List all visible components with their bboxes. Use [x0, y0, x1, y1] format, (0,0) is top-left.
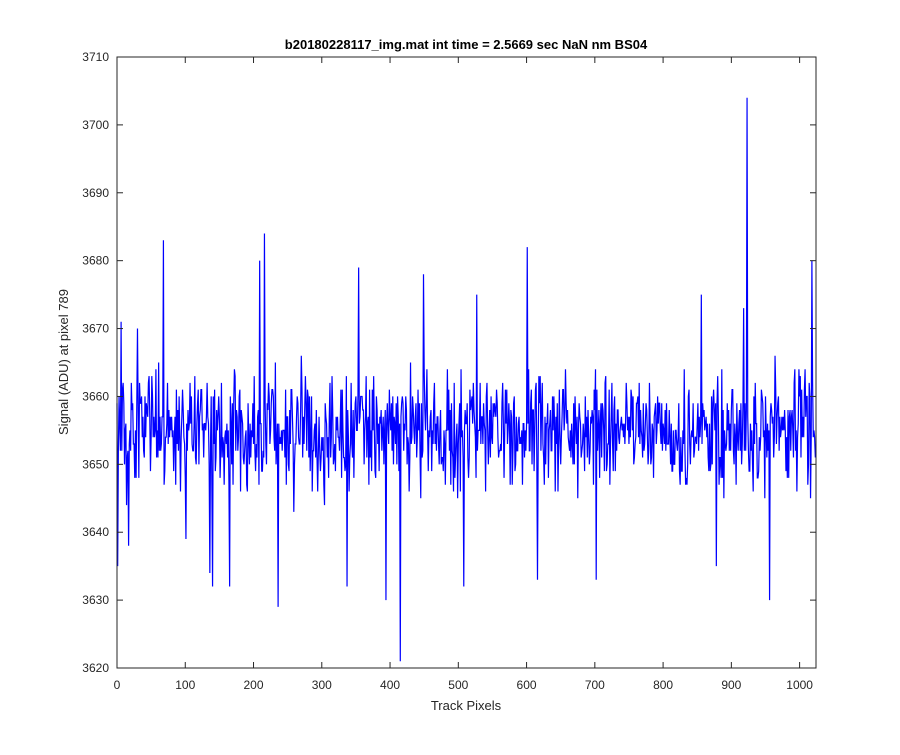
signal-series-line [116, 97, 816, 662]
y-tick-label: 3630 [82, 593, 109, 607]
x-tick-label: 0 [114, 678, 121, 692]
y-tick-label: 3680 [82, 254, 109, 268]
y-tick-label: 3660 [82, 389, 109, 403]
y-tick-label: 3700 [82, 118, 109, 132]
y-tick-label: 3670 [82, 322, 109, 336]
x-tick-label: 1000 [786, 678, 813, 692]
y-axis-label: Signal (ADU) at pixel 789 [56, 289, 71, 435]
x-axis: 0 100 200 300 400 500 600 700 800 900 1000 [114, 57, 813, 692]
series-layer [116, 97, 816, 662]
plot-area [117, 57, 816, 668]
x-tick-label: 700 [585, 678, 605, 692]
y-tick-label: 3620 [82, 661, 109, 675]
x-tick-label: 200 [244, 678, 264, 692]
y-tick-label: 3650 [82, 457, 109, 471]
x-tick-label: 300 [312, 678, 332, 692]
x-tick-label: 800 [653, 678, 673, 692]
x-axis-label: Track Pixels [431, 698, 502, 713]
y-tick-label: 3640 [82, 525, 109, 539]
y-tick-label: 3710 [82, 50, 109, 64]
x-tick-label: 100 [175, 678, 195, 692]
x-tick-label: 900 [721, 678, 741, 692]
y-tick-label: 3690 [82, 186, 109, 200]
x-tick-label: 500 [448, 678, 468, 692]
x-tick-label: 600 [517, 678, 537, 692]
chart-title: b20180228117_img.mat int time = 2.5669 s… [285, 37, 648, 52]
x-tick-label: 400 [380, 678, 400, 692]
y-axis: 3620 3630 3640 3650 3660 3670 3680 3690 3700 3710 [82, 50, 816, 675]
axes-box [116, 56, 817, 669]
